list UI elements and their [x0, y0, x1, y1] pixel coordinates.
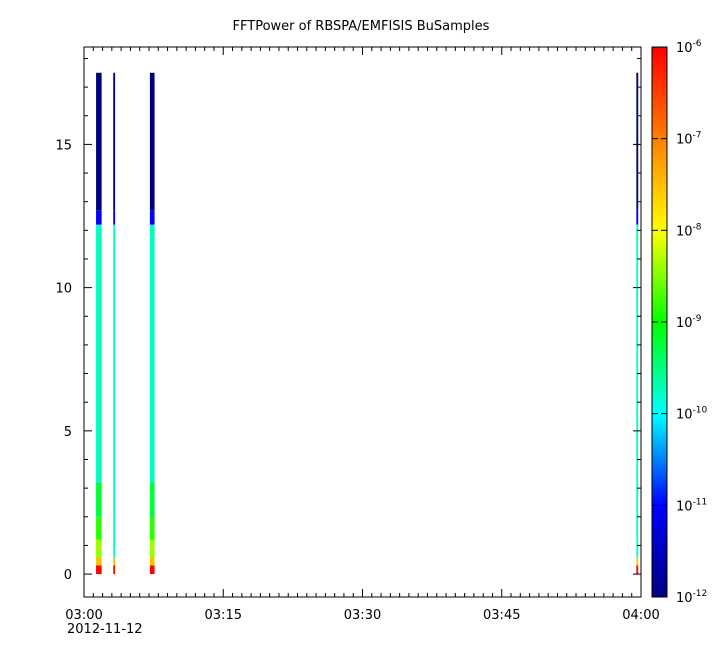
burst-4-segment-4	[636, 516, 639, 540]
y-tick-label: 15	[55, 138, 72, 153]
colorbar-tick-label: 10-11	[676, 497, 707, 514]
burst-2-segment-7	[113, 210, 116, 225]
burst-4-segment-3	[636, 539, 639, 557]
burst-3-segment-8	[149, 72, 155, 211]
burst-2-segment-4	[113, 516, 116, 540]
burst-4-segment-8	[636, 72, 639, 211]
burst-3-segment-2	[149, 556, 155, 566]
burst-3-segment-1	[149, 565, 155, 575]
burst-1-segment-5	[96, 482, 102, 517]
x-axis: 03:00 03:15 03:30 03:45 04:00	[65, 47, 660, 623]
burst-4-segment-1	[636, 565, 639, 575]
chart-title: FFTPower of RBSPA/EMFISIS BuSamples	[233, 19, 490, 34]
y-axis: 0 5 10 15	[55, 57, 641, 583]
colorbar-tick-label: 10-6	[676, 39, 702, 56]
burst-3-segment-5	[149, 482, 155, 517]
burst-3-segment-6	[149, 224, 155, 483]
burst-1-segment-3	[96, 539, 102, 557]
colorbar-tick-label: 10-9	[676, 314, 702, 331]
plot-area	[83, 46, 642, 598]
x-tick-label: 04:00	[622, 608, 659, 623]
burst-4-segment-2	[636, 556, 639, 566]
x-tick-label: 03:45	[483, 608, 520, 623]
colorbar-tick-label: 10-7	[676, 131, 702, 148]
burst-3-segment-4	[149, 516, 155, 540]
y-tick-label: 0	[64, 568, 72, 583]
burst-2-segment-8	[113, 72, 116, 211]
burst-1-segment-2	[96, 556, 102, 566]
colorbar-tick-label: 10-10	[676, 406, 708, 423]
burst-1-segment-6	[96, 224, 102, 483]
x-tick-label: 03:30	[344, 608, 381, 623]
burst-4-segment-6	[636, 224, 639, 483]
x-tick-label: 03:00	[65, 608, 102, 623]
x-date-label: 2012-11-12	[67, 622, 143, 637]
burst-2-segment-1	[113, 565, 116, 575]
burst-2-segment-2	[113, 556, 116, 566]
colorbar-tick-label: 10-12	[676, 589, 707, 606]
burst-1-segment-4	[96, 516, 102, 540]
y-tick-label: 5	[64, 425, 72, 440]
burst-1-segment-7	[96, 210, 102, 225]
burst-1-segment-1	[96, 565, 102, 575]
spectrogram-bursts	[96, 72, 639, 575]
burst-4-segment-7	[636, 210, 639, 225]
burst-4-segment-5	[636, 482, 639, 517]
colorbar-ticks: 10-6 10-7 10-8 10-9 10-10 10-11 10-12	[652, 39, 708, 606]
burst-3-segment-3	[149, 539, 155, 557]
y-tick-label: 10	[55, 282, 72, 297]
x-tick-label: 03:15	[205, 608, 242, 623]
burst-3-segment-7	[149, 210, 155, 225]
burst-1-segment-8	[96, 72, 102, 211]
burst-2-segment-3	[113, 539, 116, 557]
burst-2-segment-5	[113, 482, 116, 517]
burst-2-segment-6	[113, 224, 116, 483]
colorbar-tick-label: 10-8	[676, 222, 702, 239]
